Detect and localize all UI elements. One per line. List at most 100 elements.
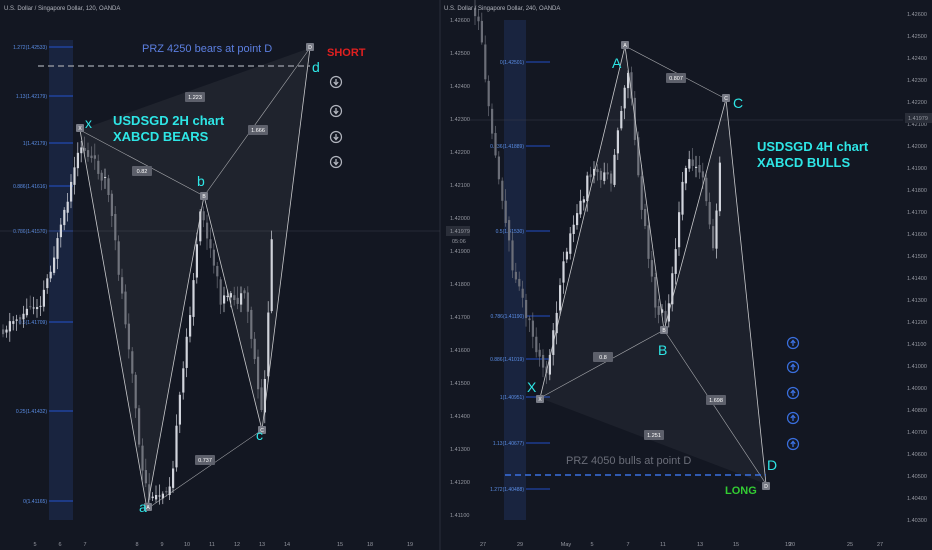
left-y-tick: 1.42500: [450, 51, 470, 57]
left-y-tick: 1.41700: [450, 315, 470, 321]
right-candle: [657, 306, 660, 315]
left-candle: [148, 484, 151, 501]
left-candle: [212, 249, 215, 266]
left-candle: [107, 178, 110, 196]
left-candle: [93, 155, 96, 159]
left-candle: [233, 295, 236, 301]
right-ratio-xb: [593, 352, 613, 362]
right-y-tick: 1.41500: [907, 254, 927, 260]
left-candle: [263, 378, 266, 413]
long-arrow-0: [786, 336, 800, 350]
right-price-tag: 1.41979: [908, 116, 928, 122]
right-candle: [555, 312, 558, 334]
left-candle: [185, 336, 188, 368]
right-candle: [579, 200, 582, 215]
left-x-tick: 13: [259, 542, 265, 548]
right-chart-header: U.S. Dollar / Singapore Dollar, 240, OAN…: [444, 6, 560, 12]
left-candle: [151, 496, 154, 499]
left-fib-label: 1.272(1.42533): [13, 45, 47, 51]
left-candle: [192, 280, 195, 317]
right-x-tag-label: X: [538, 397, 542, 403]
left-candle: [202, 211, 205, 221]
right-x-tick: 15: [733, 542, 739, 548]
right-candle: [647, 225, 650, 259]
right-candle: [548, 354, 551, 375]
left-candle: [270, 239, 273, 312]
left-fib-label: 1.13(1.42179): [16, 94, 47, 100]
left-ratio-bd-text: 1.666: [251, 128, 265, 134]
right-candle: [474, 7, 477, 17]
left-candle: [168, 486, 171, 495]
long-arrow-1: [786, 360, 800, 374]
left-candle: [87, 150, 90, 157]
right-candle: [538, 349, 541, 357]
left-candle: [172, 468, 175, 488]
right-candle: [606, 172, 609, 175]
left-y-tick: 1.42300: [450, 117, 470, 123]
right-candle: [701, 171, 704, 178]
right-y-tick: 1.40700: [907, 430, 927, 436]
left-candle: [257, 356, 260, 390]
right-a-tag-label: A: [623, 43, 627, 49]
right-ratio-xd: [644, 430, 664, 440]
right-y-tick: 1.40400: [907, 496, 927, 502]
left-candle: [158, 495, 161, 497]
short-arrow-1-glyph: [333, 108, 339, 115]
short-arrow-0: [329, 75, 343, 89]
right-candle: [518, 278, 521, 287]
right-candle: [654, 277, 657, 308]
right-title-line2: XABCD BULLS: [757, 155, 850, 170]
right-candle: [613, 154, 616, 185]
right-title-line1: USDSGD 4H chart: [757, 139, 869, 154]
left-candle: [15, 319, 18, 321]
right-candle: [691, 159, 694, 166]
right-fib-label: 1(1.40951): [500, 395, 525, 401]
left-candle: [182, 368, 185, 393]
short-arrow-3: [329, 155, 343, 169]
right-candle: [582, 199, 585, 203]
left-y-tick: 1.41800: [450, 282, 470, 288]
right-x-tick: 13: [697, 542, 703, 548]
right-candle: [477, 16, 480, 22]
left-candle: [104, 176, 107, 178]
right-fib-label: 0.886(1.41019): [490, 357, 524, 363]
left-candle: [127, 323, 130, 350]
left-candle: [100, 172, 103, 181]
long-arrow-2-glyph: [790, 389, 796, 396]
left-y-tick: 1.42000: [450, 216, 470, 222]
right-point-d: D: [767, 457, 777, 473]
right-candle: [497, 156, 500, 180]
left-b-tag-label: B: [202, 194, 206, 200]
left-candle: [134, 374, 137, 409]
left-y-tick: 1.41500: [450, 381, 470, 387]
left-candle: [219, 279, 222, 305]
right-candle: [565, 251, 568, 260]
right-candle: [708, 202, 711, 225]
right-y-tick: 1.42300: [907, 78, 927, 84]
long-arrow-4-glyph: [790, 440, 796, 447]
right-point-b: B: [658, 342, 667, 358]
right-y-tick: 1.41900: [907, 166, 927, 172]
right-y-tick: 1.40900: [907, 386, 927, 392]
right-y-tick: 1.42400: [907, 56, 927, 62]
left-candle: [42, 289, 45, 307]
right-x-tick: May: [561, 542, 572, 548]
right-candle: [562, 261, 565, 283]
right-y-tick: 1.40500: [907, 474, 927, 480]
left-y-tick: 1.41300: [450, 447, 470, 453]
right-candle: [596, 169, 599, 173]
right-b-tag: [660, 326, 668, 334]
right-candle: [627, 72, 630, 89]
right-y-tick: 1.42500: [907, 34, 927, 40]
right-candle: [559, 285, 562, 311]
right-ratio-bd: [706, 395, 726, 405]
left-candle: [260, 387, 263, 411]
left-y-tick: 1.42100: [450, 183, 470, 189]
left-candle: [226, 295, 229, 297]
right-y-tick: 1.40800: [907, 408, 927, 414]
right-x-tick: 27: [877, 542, 883, 548]
left-candle: [90, 155, 93, 159]
right-fib-label: 0.236(1.41889): [490, 144, 524, 150]
left-ratio-bd: [248, 125, 268, 135]
left-candle: [32, 307, 35, 309]
